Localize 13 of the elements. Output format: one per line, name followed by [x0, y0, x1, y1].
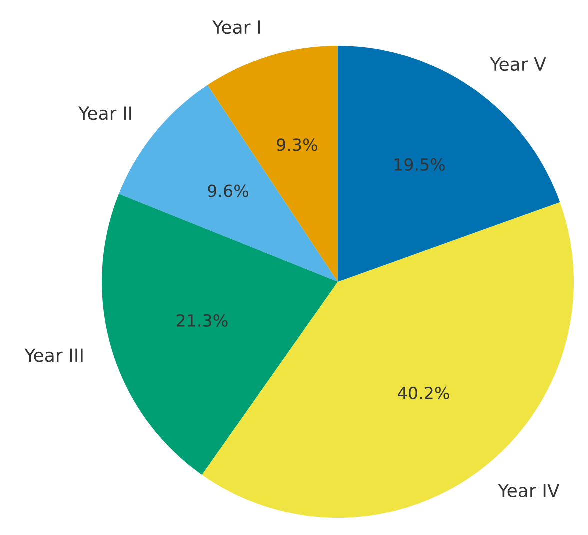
slice-label: Year III [24, 348, 83, 362]
data-label: 9.3% [277, 138, 318, 152]
slice-label: Year I [212, 20, 260, 34]
pie-slice [119, 85, 338, 282]
data-label: 21.3% [176, 314, 228, 328]
slice-label: Year IV [498, 484, 560, 498]
data-label: 40.2% [398, 386, 450, 400]
slice-label: Year V [490, 58, 546, 72]
slice-label: Year II [78, 106, 132, 120]
data-label: 9.6% [208, 184, 249, 198]
pie-slice [338, 46, 560, 282]
pie-slice [208, 46, 338, 282]
data-label: 19.5% [394, 158, 446, 172]
